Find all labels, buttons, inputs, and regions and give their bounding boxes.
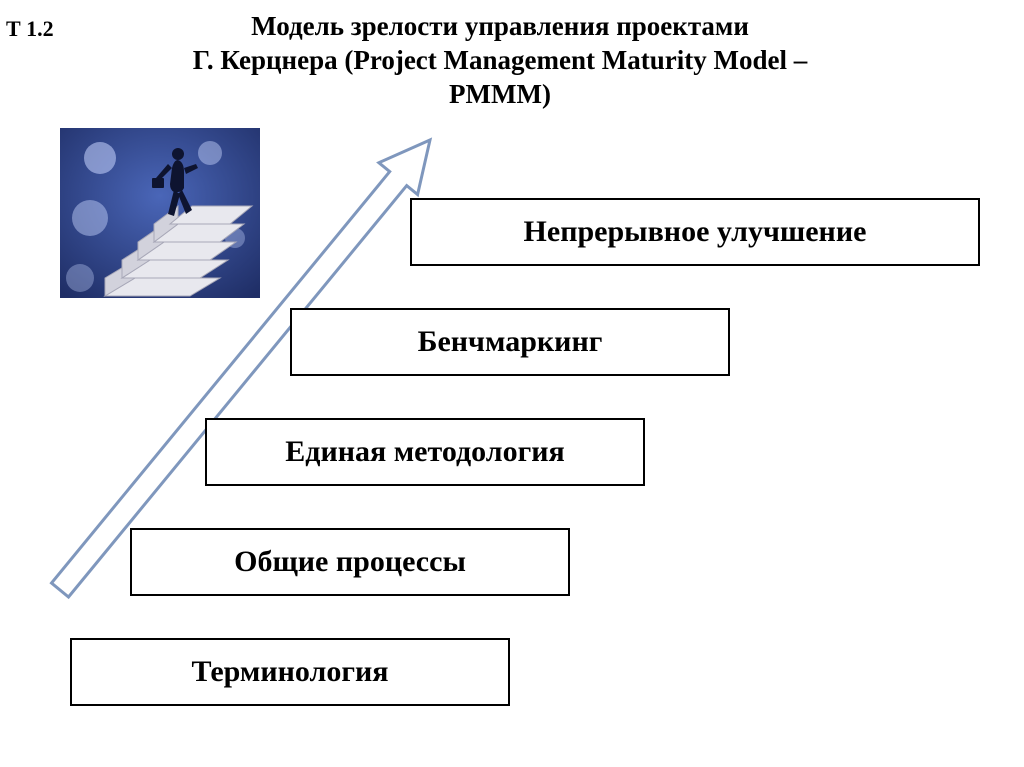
step-label: Терминология: [192, 655, 389, 689]
step-box-2: Общие процессы: [130, 528, 570, 596]
step-box-4: Бенчмаркинг: [290, 308, 730, 376]
step-label: Единая методология: [285, 435, 564, 469]
step-label: Непрерывное улучшение: [524, 215, 867, 249]
step-box-1: Терминология: [70, 638, 510, 706]
step-label: Общие процессы: [234, 545, 466, 579]
step-label: Бенчмаркинг: [418, 325, 603, 359]
step-box-5: Непрерывное улучшение: [410, 198, 980, 266]
step-box-3: Единая методология: [205, 418, 645, 486]
